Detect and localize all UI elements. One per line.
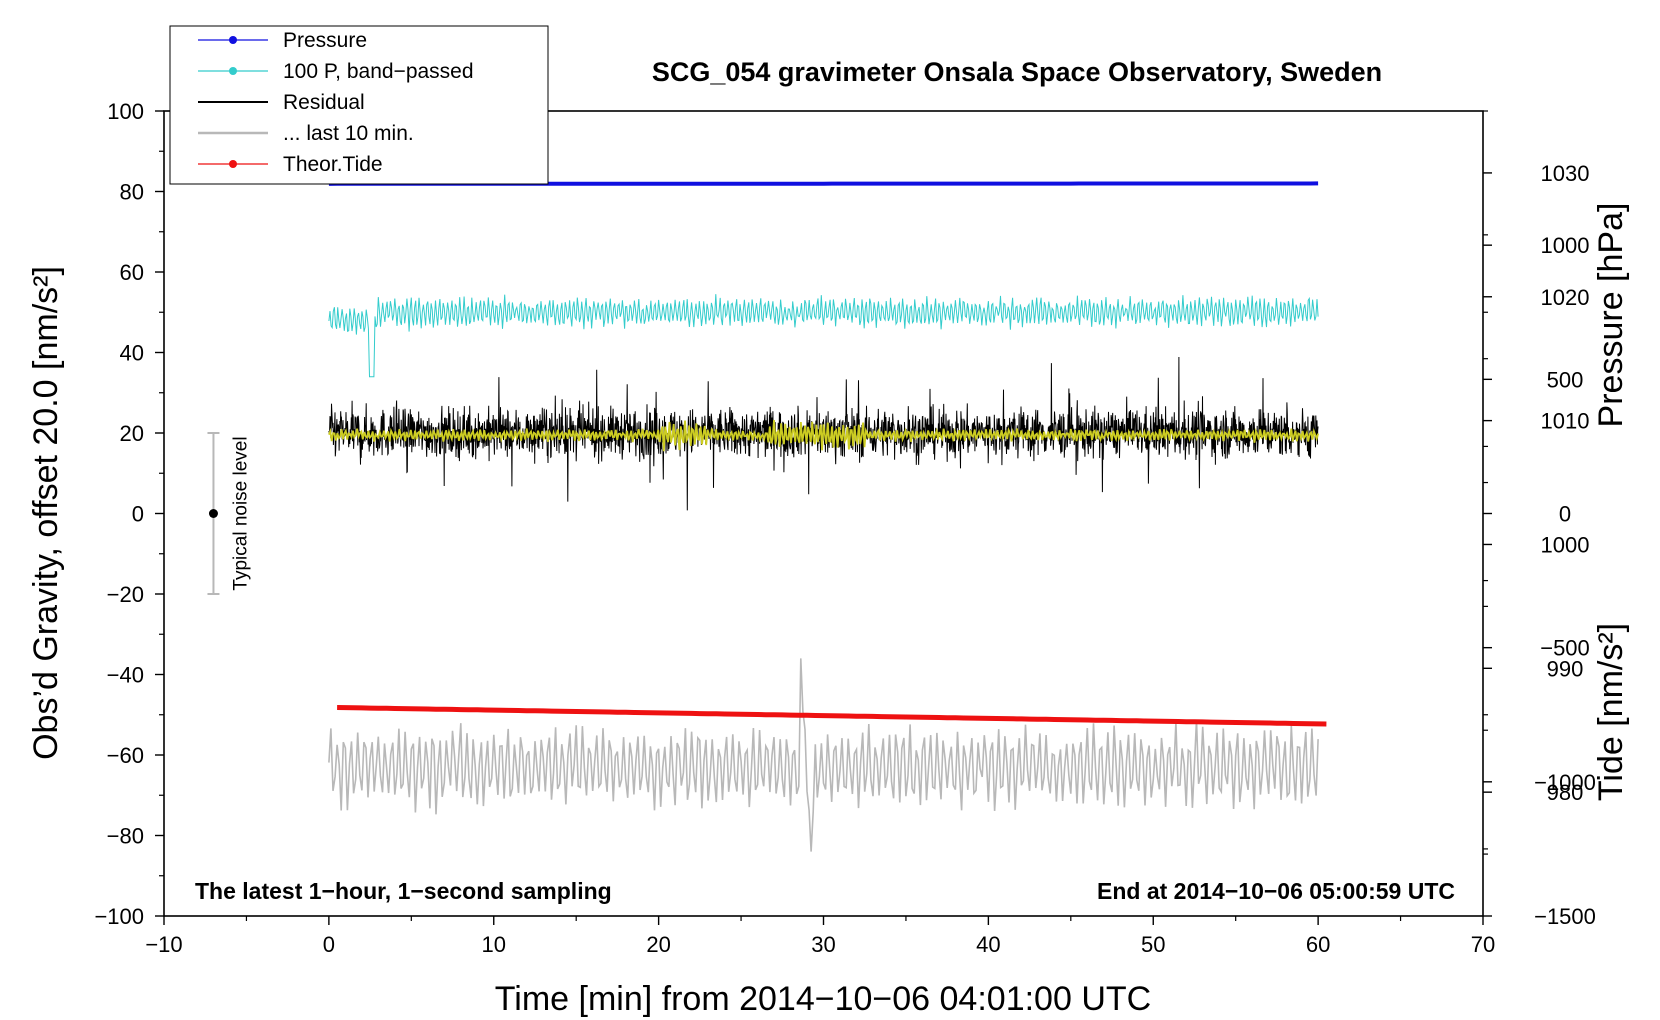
tide-tick-label: −1000	[1534, 770, 1596, 795]
x-tick-label: 40	[976, 932, 1000, 957]
y-tick-label: −40	[107, 663, 144, 688]
y-axis-tide-title: Tide [nm/s²]	[1592, 623, 1630, 801]
tide-tick-label: 1000	[1541, 233, 1590, 258]
y-tick-label: 20	[120, 421, 144, 446]
tide-tick-label: −1500	[1534, 904, 1596, 929]
x-axis-title: Time [min] from 2014−10−06 04:01:00 UTC	[495, 980, 1151, 1018]
series-band-passed	[328, 294, 1319, 378]
pressure-tick-label: 1020	[1541, 285, 1590, 310]
x-tick-label: 10	[482, 932, 506, 957]
y-axis-left: 100 80 60 40 20 0 −20 −40 −60 −80 −100	[94, 99, 164, 929]
y-axis-pressure: 1030 1020 1010 1000 990 980	[1483, 110, 1590, 855]
series-layer	[328, 181, 1327, 852]
legend-label: Theor.Tide	[283, 153, 383, 176]
noise-center-dot	[208, 509, 218, 518]
pressure-tick-label: 1000	[1541, 532, 1590, 557]
legend-label: ... last 10 min.	[283, 122, 414, 145]
plot-frame	[163, 110, 1484, 917]
tide-tick-label: 500	[1547, 367, 1584, 392]
tide-tick-label: −500	[1540, 636, 1590, 661]
noise-level-label: Typical noise level	[230, 436, 251, 590]
series-last-10-min	[328, 658, 1319, 852]
y-tick-label: −60	[107, 743, 144, 768]
series-residual-smoothed	[328, 419, 1319, 452]
legend-label: Residual	[283, 91, 365, 114]
chart-title: SCG_054 gravimeter Onsala Space Observat…	[652, 57, 1382, 87]
y-tick-label: −100	[94, 904, 144, 929]
y-axis-left-title: Obs’d Gravity, offset 20.0 [nm/s²]	[27, 266, 65, 760]
x-tick-label: 60	[1306, 932, 1330, 957]
tide-tick-label: 0	[1559, 502, 1571, 527]
y-axis-pressure-title: Pressure [hPa]	[1592, 203, 1630, 428]
y-tick-label: −80	[107, 824, 144, 849]
legend-marker	[229, 160, 237, 168]
y-tick-label: 40	[120, 341, 144, 366]
pressure-tick-label: 1030	[1541, 161, 1590, 186]
pressure-tick-label: 990	[1547, 656, 1584, 681]
x-tick-label: 70	[1471, 932, 1495, 957]
y-axis-tide: 1000 500 0 −500 −1000 −1500	[1483, 233, 1596, 929]
y-tick-label: 60	[120, 260, 144, 285]
annotation-sampling: The latest 1−hour, 1−second sampling	[195, 878, 612, 904]
x-tick-label: 30	[811, 932, 835, 957]
y-tick-label: 0	[132, 502, 144, 527]
legend-box	[169, 25, 549, 185]
legend-label: Pressure	[283, 29, 367, 52]
x-tick-label: −10	[145, 932, 182, 957]
noise-level-indicator	[207, 432, 220, 595]
x-tick-label: 0	[323, 932, 335, 957]
x-tick-label: 20	[646, 932, 670, 957]
y-tick-label: 100	[107, 99, 144, 124]
annotation-end-time: End at 2014−10−06 05:00:59 UTC	[1097, 878, 1455, 904]
legend-label: 100 P, band−passed	[283, 60, 474, 83]
x-tick-label: 50	[1141, 932, 1165, 957]
legend-marker	[229, 67, 237, 75]
y-tick-label: 80	[120, 180, 144, 205]
y-tick-label: −20	[107, 582, 144, 607]
pressure-tick-label: 980	[1547, 780, 1584, 805]
legend: Pressure 100 P, band−passed Residual ... la…	[169, 25, 549, 185]
series-theor-tide	[337, 705, 1327, 727]
pressure-tick-label: 1010	[1541, 409, 1590, 434]
x-axis: −10 0 10 20 30 40 50 60 70	[145, 916, 1495, 957]
legend-marker	[229, 36, 237, 44]
